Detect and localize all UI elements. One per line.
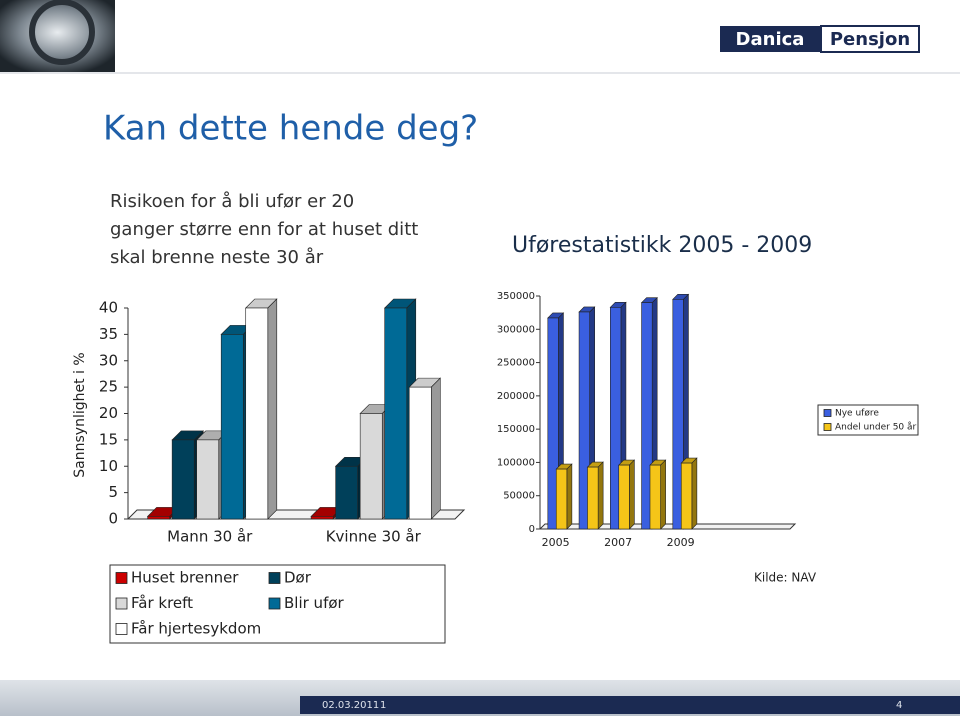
- y-tick-label: 0: [108, 510, 118, 528]
- compass-ring: [29, 0, 95, 65]
- footer-strip: [300, 696, 960, 714]
- y-tick-label: 350000: [497, 291, 535, 302]
- x-tick-label: 2007: [604, 536, 632, 549]
- bar: [547, 317, 559, 530]
- bar-side: [566, 463, 573, 530]
- legend-label: Dør: [284, 569, 312, 587]
- y-tick-label: 35: [99, 325, 118, 343]
- bar-side: [430, 377, 441, 520]
- legend-swatch: [115, 623, 128, 635]
- bar: [245, 307, 269, 520]
- y-tick-label: 10: [99, 457, 118, 475]
- y-tick-label: 200000: [497, 391, 535, 402]
- bar: [672, 299, 684, 530]
- bar: [147, 516, 170, 520]
- logo-text: Pensjon: [830, 29, 910, 50]
- x-tick-label: 2005: [542, 536, 570, 549]
- legend-swatch: [115, 572, 128, 584]
- intro-line: Risikoen for å bli ufør er 20: [110, 191, 354, 212]
- y-tick-label: 0: [529, 524, 535, 535]
- bar-side: [267, 298, 278, 520]
- bar-side: [660, 459, 666, 530]
- page-number: 4: [896, 700, 902, 711]
- source: Kilde: NAV: [754, 571, 817, 585]
- legend-swatch: [268, 597, 281, 610]
- y-tick-label: 300000: [497, 324, 535, 335]
- bar: [555, 468, 568, 530]
- bar: [578, 311, 590, 530]
- legend-swatch: [823, 409, 832, 417]
- y-tick-label: 20: [99, 404, 118, 422]
- y-tick-label: 50000: [503, 491, 535, 502]
- logo-text: Danica: [736, 29, 805, 50]
- legend-swatch: [823, 423, 832, 431]
- y-tick-label: 15: [99, 430, 118, 448]
- bar: [649, 464, 661, 530]
- bar: [587, 466, 599, 530]
- bar: [310, 516, 334, 520]
- bar: [196, 439, 220, 520]
- y-tick-label: 150000: [497, 424, 535, 435]
- bar: [610, 307, 622, 530]
- bar: [680, 462, 693, 530]
- footer-date: 02.03.2011: [322, 700, 379, 711]
- slide-title: Kan dette hende deg?: [103, 109, 478, 149]
- y-tick-label: 25: [99, 378, 118, 396]
- bar: [618, 464, 630, 530]
- logo-box: [820, 25, 920, 53]
- legend-swatch: [115, 597, 128, 610]
- floor: [538, 523, 797, 530]
- legend-swatch: [268, 572, 281, 584]
- legend-label: Får hjertesykdom: [131, 620, 261, 638]
- bar-side: [597, 461, 604, 530]
- intro-line: skal brenne neste 30 år: [110, 247, 324, 268]
- bar: [171, 439, 195, 520]
- logo-box: [720, 26, 821, 52]
- intro-line: ganger større enn for at huset ditt: [110, 219, 418, 240]
- bar-side: [629, 459, 635, 530]
- legend-label: Huset brenner: [131, 569, 239, 587]
- y-tick-label: 40: [99, 299, 118, 317]
- x-tick-label: Mann 30 år: [167, 528, 253, 546]
- bar: [641, 302, 653, 530]
- chart-title: Uførestatistikk 2005 - 2009: [512, 233, 812, 258]
- legend-label: Blir ufør: [284, 594, 345, 612]
- bar: [384, 307, 408, 520]
- footer-marker: 1: [380, 700, 386, 711]
- y-tick-label: 30: [99, 351, 118, 369]
- bar: [408, 386, 432, 520]
- y-axis-label: Sannsynlighet i %: [72, 352, 88, 477]
- y-tick-label: 250000: [497, 358, 535, 369]
- legend-box: [817, 404, 919, 436]
- bar: [359, 413, 383, 520]
- bar-side: [691, 457, 698, 530]
- bar: [220, 334, 244, 520]
- y-tick-label: 5: [108, 483, 118, 501]
- legend-label: Nye uføre: [835, 409, 879, 419]
- x-tick-label: Kvinne 30 år: [326, 528, 422, 546]
- legend-label: Får kreft: [131, 594, 193, 612]
- legend-label: Andel under 50 år: [835, 422, 917, 433]
- x-tick-label: 2009: [667, 536, 695, 549]
- bar: [335, 465, 359, 520]
- y-tick-label: 100000: [497, 457, 535, 468]
